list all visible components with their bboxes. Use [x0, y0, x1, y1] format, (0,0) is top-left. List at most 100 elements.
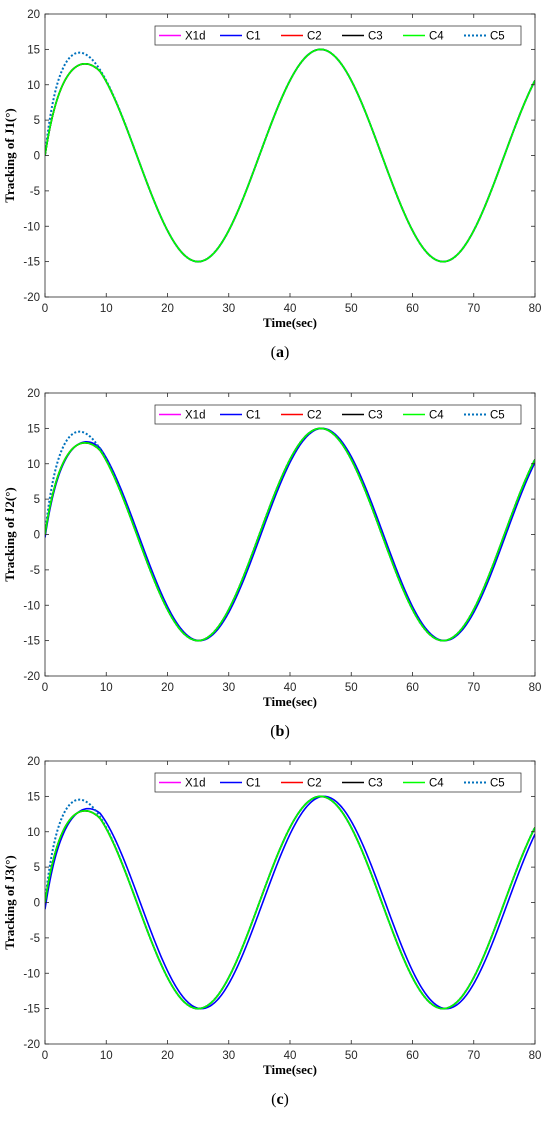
y-tick-label: 20: [27, 388, 40, 400]
x-axis-label: Time(sec): [263, 1062, 317, 1077]
x-tick-label: 70: [467, 303, 480, 315]
legend-label-C2: C2: [307, 410, 322, 422]
panel-caption-letter: a: [276, 344, 284, 361]
x-tick-label: 50: [345, 682, 358, 694]
legend-label-C1: C1: [246, 778, 261, 790]
legend-label-C1: C1: [246, 410, 261, 422]
legend-box: [154, 25, 522, 46]
plot-area: [45, 14, 535, 297]
series-line-C1: [45, 427, 535, 642]
x-axis-label: Time(sec): [263, 694, 317, 709]
x-tick-label: 0: [42, 303, 48, 315]
y-tick-label: -5: [30, 933, 40, 945]
x-tick-label: 10: [100, 682, 113, 694]
y-tick-label: 15: [27, 423, 40, 435]
legend-label-X1d: X1d: [185, 778, 205, 790]
legend-label-X1d: X1d: [185, 31, 205, 43]
panel-caption-letter: b: [276, 723, 285, 740]
legend: X1d C1 C2 C3 C4 C5: [154, 772, 522, 793]
y-tick-label: 5: [34, 862, 40, 874]
legend-label-C3: C3: [368, 778, 383, 790]
legend: X1d C1 C2 C3 C4 C5: [154, 25, 522, 46]
x-tick-label: 60: [406, 303, 419, 315]
x-tick-label: 10: [100, 303, 113, 315]
x-tick-label: 30: [222, 303, 235, 315]
y-tick-label: 15: [27, 791, 40, 803]
x-tick-label: 60: [406, 682, 419, 694]
y-tick-label: -10: [23, 968, 40, 980]
series-group: [45, 48, 535, 263]
x-tick-label: 30: [222, 682, 235, 694]
legend-label-C5: C5: [490, 778, 505, 790]
legend: X1d C1 C2 C3 C4 C5: [154, 404, 522, 425]
y-tick-label: -20: [23, 1039, 40, 1051]
y-tick-label: -10: [23, 600, 40, 612]
y-axis-label: Tracking of J1(°): [2, 108, 17, 203]
y-tick-label: 10: [27, 459, 40, 471]
x-tick-label: 60: [406, 1050, 419, 1062]
series-line-C4: [45, 48, 535, 263]
panel-caption: (c): [271, 1091, 289, 1108]
legend-label-C5: C5: [490, 410, 505, 422]
y-tick-label: -10: [23, 221, 40, 233]
y-tick-label: 20: [27, 9, 40, 21]
chart-panel-b: 0 10 20 30 40 50 60 70 80 -20 -15 -10 -5 0 5 10 15 20 Time…: [2, 388, 541, 740]
x-tick-label: 20: [161, 682, 174, 694]
y-tick-label: 5: [34, 494, 40, 506]
x-tick-label: 40: [284, 1050, 297, 1062]
legend-label-C2: C2: [307, 778, 322, 790]
legend-label-C3: C3: [368, 31, 383, 43]
legend-label-C4: C4: [429, 778, 444, 790]
y-tick-label: 5: [34, 115, 40, 127]
x-tick-label: 80: [529, 1050, 542, 1062]
legend-label-C4: C4: [429, 410, 444, 422]
panel-caption: (b): [270, 723, 290, 740]
legend-label-C4: C4: [429, 31, 444, 43]
y-axis-label: Tracking of J3(°): [2, 855, 17, 950]
x-tick-label: 20: [161, 1050, 174, 1062]
y-tick-label: -15: [23, 636, 40, 648]
x-tick-label: 70: [467, 1050, 480, 1062]
legend-box: [154, 772, 522, 793]
x-tick-label: 0: [42, 682, 48, 694]
chart-panel-a: 0 10 20 30 40 50 60 70 80 -20 -15 -10 -5 0 5 10 15 20 Time…: [2, 9, 541, 361]
series-line-C1: [45, 795, 535, 1010]
y-tick-label: 0: [34, 898, 40, 910]
series-line-C4: [45, 795, 535, 1010]
x-tick-label: 50: [345, 1050, 358, 1062]
x-tick-label: 20: [161, 303, 174, 315]
y-tick-label: 10: [27, 827, 40, 839]
x-tick-label: 30: [222, 1050, 235, 1062]
panel-caption-letter: c: [276, 1091, 283, 1108]
y-tick-label: 20: [27, 756, 40, 768]
x-tick-label: 70: [467, 682, 480, 694]
x-tick-label: 50: [345, 303, 358, 315]
y-tick-label: -5: [30, 186, 40, 198]
x-tick-label: 10: [100, 1050, 113, 1062]
series-group: [45, 427, 535, 642]
plot-area: [45, 393, 535, 676]
y-tick-label: -5: [30, 565, 40, 577]
series-group: [45, 795, 535, 1010]
y-tick-label: 0: [34, 530, 40, 542]
x-axis-label: Time(sec): [263, 315, 317, 330]
legend-label-X1d: X1d: [185, 410, 205, 422]
x-tick-label: 80: [529, 303, 542, 315]
panel-caption: (a): [271, 344, 290, 361]
legend-label-C1: C1: [246, 31, 261, 43]
legend-label-C3: C3: [368, 410, 383, 422]
legend-box: [154, 404, 522, 425]
legend-label-C2: C2: [307, 31, 322, 43]
y-tick-label: 10: [27, 80, 40, 92]
chart-panel-c: 0 10 20 30 40 50 60 70 80 -20 -15 -10 -5 0 5 10 15 20 Time…: [2, 756, 541, 1108]
x-tick-label: 80: [529, 682, 542, 694]
y-tick-label: -15: [23, 257, 40, 269]
y-tick-label: 0: [34, 151, 40, 163]
x-tick-label: 40: [284, 682, 297, 694]
y-tick-label: -20: [23, 292, 40, 304]
x-tick-label: 40: [284, 303, 297, 315]
plot-area: [45, 761, 535, 1044]
y-tick-label: 15: [27, 44, 40, 56]
y-tick-label: -20: [23, 671, 40, 683]
